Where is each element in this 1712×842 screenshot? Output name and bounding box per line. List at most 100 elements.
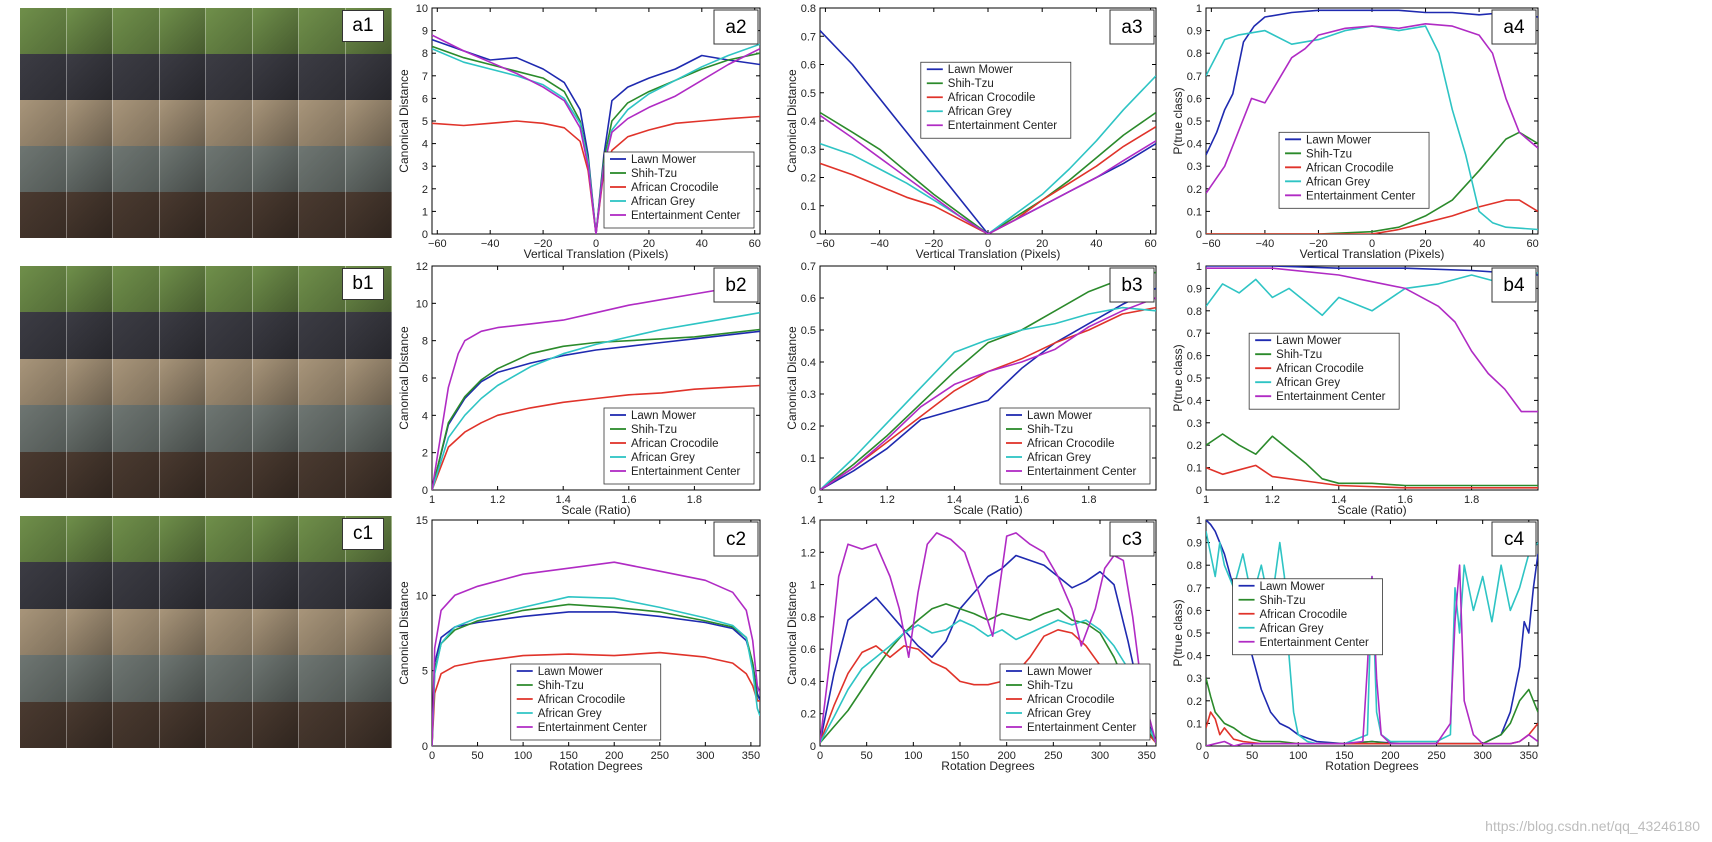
thumb-image	[159, 54, 206, 100]
legend-entry: African Crocodile	[948, 92, 1036, 104]
thumb-label-b1: b1	[342, 268, 384, 300]
x-tick-label: 1.8	[687, 494, 702, 506]
thumb-image	[252, 701, 299, 748]
legend-box	[1248, 332, 1400, 410]
series-group	[1206, 266, 1538, 489]
chart-legend: Lawn Mower Shih-Tzu African Crocodile Afric…	[510, 663, 662, 741]
thumb-image	[345, 405, 392, 452]
y-tick-label: 0.1	[1187, 718, 1202, 730]
thumb-image	[66, 100, 113, 146]
legend-entry: African Crocodile	[1027, 438, 1115, 450]
y-tick-label: 0.7	[801, 31, 816, 43]
thumb-image	[299, 405, 346, 452]
series-line-lawn-mower	[820, 554, 1156, 744]
panel-tag-label: b2	[725, 275, 746, 296]
y-tick-label: 0.6	[1187, 605, 1202, 617]
x-tick-label: 250	[1044, 750, 1062, 762]
y-tick-label: 4	[422, 139, 428, 151]
thumb-image	[206, 266, 253, 313]
legend-entry: Lawn Mower	[1306, 134, 1371, 146]
thumb-image	[252, 266, 299, 313]
legend-entry: African Crocodile	[1276, 363, 1364, 375]
thumb-image	[206, 562, 253, 609]
legend-entry: African Crocodile	[631, 438, 719, 450]
y-tick-label: 0	[810, 741, 816, 753]
thumb-image	[159, 312, 206, 359]
thumb-image	[159, 405, 206, 452]
legend-entry: African Crocodile	[1306, 162, 1394, 174]
chart-legend: Lawn Mower Shih-Tzu African Crocodile Afric…	[1278, 131, 1430, 209]
y-tick-label: 0.3	[1187, 161, 1202, 173]
y-tick-label: 1	[1196, 515, 1202, 527]
legend-entry: Entertainment Center	[631, 210, 740, 222]
y-tick-label: 0.6	[801, 644, 816, 656]
y-tick-label: 0.5	[801, 88, 816, 100]
y-tick-label: 0.3	[801, 144, 816, 156]
panel-tag-label: a3	[1121, 17, 1142, 38]
thumb-image	[66, 655, 113, 702]
x-axis-label: Scale (Ratio)	[561, 503, 630, 517]
thumb-image	[345, 54, 392, 100]
chart-legend: Lawn Mower Shih-Tzu African Crocodile Afric…	[1232, 578, 1383, 656]
y-tick-label: 1	[810, 580, 816, 592]
panel-tag-box	[1109, 267, 1155, 303]
thumb-row-shih-tzu	[20, 312, 392, 359]
y-tick-label: 0.9	[1187, 26, 1202, 38]
x-tick-label: 0	[429, 750, 435, 762]
series-line-lawn-mower	[1206, 9, 1538, 156]
x-tick-label: 1.6	[1014, 494, 1029, 506]
thumb-image	[66, 516, 113, 563]
thumb-image	[299, 192, 346, 238]
x-tick-label: 200	[997, 750, 1015, 762]
thumb-image	[113, 655, 160, 702]
panel-tag-box	[713, 9, 759, 45]
y-tick-label: 8	[422, 336, 428, 348]
series-group	[1206, 9, 1538, 234]
thumb-image	[20, 54, 67, 100]
series-line-african-grey	[1206, 25, 1538, 231]
legend-entry: Entertainment Center	[1276, 391, 1385, 403]
chart-legend: Lawn Mower Shih-Tzu African Crocodile Afric…	[920, 61, 1072, 139]
series-line-shih-tzu	[432, 328, 760, 490]
x-tick-label: 350	[742, 750, 760, 762]
legend-entry: Entertainment Center	[948, 120, 1057, 132]
x-tick-label: 40	[1090, 238, 1102, 250]
y-tick-label: 1.2	[801, 547, 816, 559]
x-tick-label: −40	[481, 238, 500, 250]
x-tick-label: 1.2	[880, 494, 895, 506]
y-tick-label: 0.4	[1187, 395, 1202, 407]
panel-tag: b2	[713, 267, 759, 303]
y-tick-label: 0.2	[1187, 696, 1202, 708]
x-tick-label: 100	[514, 750, 532, 762]
panel-tag-label: a2	[725, 17, 746, 38]
series-line-african-grey	[820, 306, 1156, 490]
thumb-row-african-crocodile	[20, 100, 392, 146]
panel-tag-label: c4	[1504, 529, 1525, 550]
thumb-image	[345, 608, 392, 656]
x-tick-label: −60	[1202, 238, 1221, 250]
legend-entry: Entertainment Center	[1027, 466, 1136, 478]
thumb-row-african-crocodile	[20, 358, 392, 406]
x-tick-label: 150	[951, 750, 969, 762]
y-tick-label: 0	[1196, 741, 1202, 753]
legend-entry: Entertainment Center	[538, 722, 647, 734]
thumb-image	[159, 451, 206, 498]
thumb-image	[20, 100, 67, 146]
thumb-image	[299, 312, 346, 359]
y-tick-label: 0.6	[801, 293, 816, 305]
thumb-row-lawn-mower	[20, 266, 392, 313]
thumb-image	[299, 100, 346, 146]
y-tick-label: 0.4	[801, 116, 816, 128]
thumb-row-entertainment-center	[20, 701, 392, 748]
legend-entry: African Grey	[631, 196, 695, 208]
legend-entry: Shih-Tzu	[1306, 148, 1352, 160]
thumb-image	[113, 358, 160, 406]
series-line-african-crocodile	[432, 651, 760, 746]
x-axis-label: Rotation Degrees	[1325, 759, 1418, 773]
series-line-african-crocodile	[820, 126, 1156, 234]
thumb-image	[66, 54, 113, 100]
x-axis-label: Vertical Translation (Pixels)	[916, 247, 1061, 261]
series-line-entertainment-center	[432, 561, 760, 746]
legend-entry: Shih-Tzu	[538, 680, 584, 692]
